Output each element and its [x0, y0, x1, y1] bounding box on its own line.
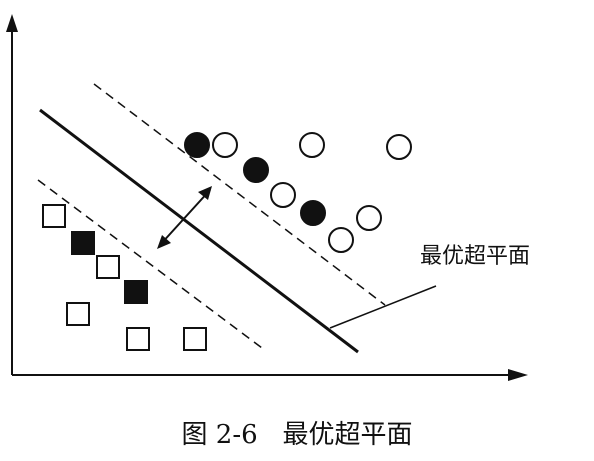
annotation-leader-line [329, 285, 437, 329]
margin-width-arrow [159, 189, 211, 246]
square-hollow-point [96, 255, 120, 279]
margin-line-lower [37, 179, 263, 349]
margin-arrow-head-bottom-icon [157, 235, 171, 249]
figure-caption: 图 2-6 最优超平面 [0, 414, 594, 451]
optimal-hyperplane-line [39, 108, 359, 354]
circle-hollow-point [212, 132, 238, 158]
circle-filled-point [300, 200, 326, 226]
margin-arrow-head-top-icon [198, 186, 212, 200]
circle-filled-point [243, 157, 269, 183]
figure-title: 最优超平面 [282, 420, 413, 450]
margin-line-upper [93, 83, 386, 306]
circle-hollow-point [328, 227, 354, 253]
figure-number: 图 2-6 [181, 420, 258, 450]
diagram-canvas [6, 14, 528, 381]
square-hollow-point [126, 327, 150, 351]
x-axis-arrow-icon [508, 369, 528, 381]
y-axis-arrow-icon [6, 14, 18, 32]
circle-filled-point [184, 132, 210, 158]
square-filled-point [124, 280, 148, 304]
hyperplane-annotation-label: 最优超平面 [420, 244, 531, 269]
square-filled-point [71, 231, 95, 255]
square-hollow-point [66, 302, 90, 326]
square-hollow-point [183, 327, 207, 351]
circle-hollow-point [386, 134, 412, 160]
circle-hollow-point [356, 205, 382, 231]
circle-hollow-point [299, 132, 325, 158]
circle-hollow-point [270, 182, 296, 208]
square-hollow-point [42, 204, 66, 228]
